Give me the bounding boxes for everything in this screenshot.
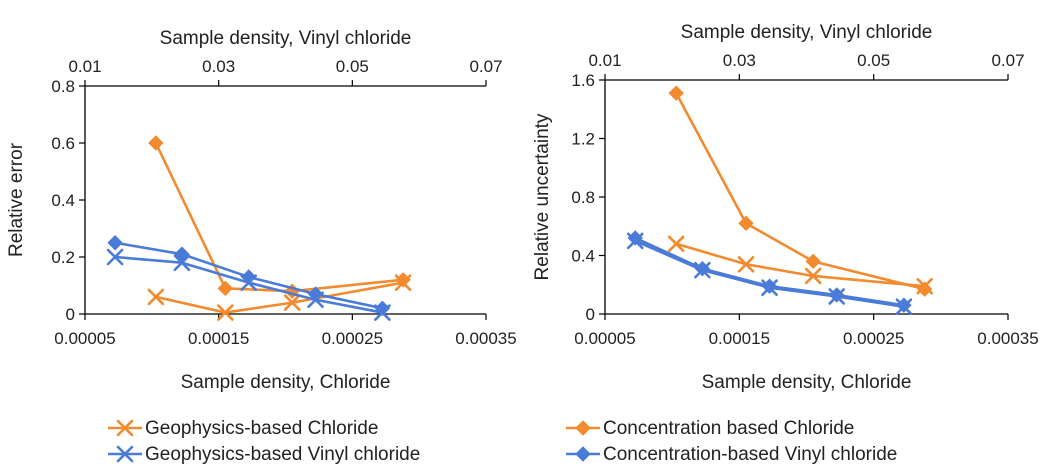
x-tick-label: 0.00015 [709, 329, 770, 348]
data-point [761, 278, 778, 294]
data-point [738, 215, 754, 232]
legend-label: Geophysics-based Chloride [145, 418, 378, 439]
legend-item: Concentration based Chloride [566, 418, 854, 439]
y-tick-label: 0 [66, 305, 75, 324]
top-x-tick-label: 0.05 [857, 51, 890, 70]
top-x-tick-label: 0.03 [202, 57, 235, 76]
y-axis-title: Relative uncertainty [532, 113, 553, 280]
x-axis-title: Sample density, Chloride [702, 372, 912, 393]
x-tick-label: 0.00005 [574, 329, 635, 348]
y-axis-title: Relative error [6, 142, 27, 257]
data-point [627, 230, 643, 246]
data-point [307, 286, 324, 302]
legend-swatch-marker [575, 446, 591, 462]
chart-relative-error: 0 0.2 0.4 0.6 0.8 0.00005 0.00015 0.00025 0.0003… [6, 28, 517, 393]
data-point [107, 235, 123, 251]
y-tick-label: 0.6 [51, 134, 75, 153]
series-concentration-based-chloride [668, 85, 933, 297]
x-tick-label: 0.00015 [188, 329, 249, 348]
legend-item: Concentration-based Vinyl chloride [566, 444, 897, 465]
legend-item: Geophysics-based Chloride [108, 418, 378, 439]
top-x-axis-title: Sample density, Vinyl chloride [681, 22, 933, 43]
y-tick-label: 0.2 [51, 248, 75, 267]
data-point [896, 297, 912, 313]
x-tick-label: 0.00005 [54, 329, 115, 348]
legend-item: Geophysics-based Vinyl chloride [108, 444, 420, 465]
y-tick-label: 0.4 [51, 191, 75, 210]
data-point [668, 85, 684, 101]
legend-label: Geophysics-based Vinyl chloride [145, 444, 420, 465]
data-point [173, 254, 191, 271]
y-tick-label: 0.4 [571, 247, 595, 266]
data-point [217, 304, 234, 321]
data-point [805, 253, 821, 270]
x-axis-title: Sample density, Chloride [181, 372, 391, 393]
top-x-tick-label: 0.01 [68, 57, 101, 76]
data-point [829, 287, 845, 303]
y-tick-label: 1.6 [571, 71, 595, 90]
data-point [283, 294, 301, 311]
series-line [675, 92, 926, 291]
data-point [737, 255, 755, 273]
data-point [667, 235, 685, 253]
top-x-tick-label: 0.01 [588, 51, 621, 70]
legend-swatch-marker [116, 419, 134, 437]
series-concentration-based-vinyl-chloride [107, 235, 391, 317]
y-tick-label: 0.8 [51, 77, 75, 96]
data-point [395, 272, 411, 288]
y-tick-label: 1.2 [571, 130, 595, 149]
data-point [106, 248, 124, 266]
legend-swatch-marker [116, 445, 134, 463]
data-point [174, 246, 190, 262]
series-line [155, 281, 404, 314]
top-x-tick-label: 0.05 [336, 57, 369, 76]
series-concentration-based-chloride [148, 135, 411, 299]
y-tick-label: 0 [586, 305, 595, 324]
x-tick-label: 0.00035 [455, 329, 516, 348]
series-line [154, 142, 404, 293]
x-tick-label: 0.00025 [322, 329, 383, 348]
legend-swatch-marker [575, 420, 591, 436]
top-x-tick-label: 0.07 [991, 51, 1024, 70]
data-point [147, 288, 165, 306]
series-concentration-based-vinyl-chloride [627, 230, 912, 313]
series-geophysics-based-vinyl-chloride [626, 232, 913, 315]
top-x-axis-title: Sample density, Vinyl chloride [160, 28, 412, 49]
data-point [804, 267, 822, 285]
legend: Geophysics-based Chloride Concentration b… [108, 418, 897, 465]
top-x-tick-label: 0.03 [723, 51, 756, 70]
legend-label: Concentration based Chloride [603, 418, 854, 439]
y-tick-label: 0.8 [571, 188, 595, 207]
data-point [148, 135, 164, 151]
series-line [634, 236, 905, 307]
legend-label: Concentration-based Vinyl chloride [603, 444, 897, 465]
top-x-tick-label: 0.07 [469, 57, 502, 76]
data-point [917, 281, 933, 297]
data-point [241, 269, 257, 285]
series-line [675, 242, 925, 288]
x-tick-label: 0.00035 [977, 329, 1038, 348]
chart-relative-uncertainty: 0 0.4 0.8 1.2 1.6 0.00005 0.00015 0.00025 0.0003… [532, 22, 1039, 393]
data-point [694, 260, 711, 277]
x-tick-label: 0.00025 [843, 329, 904, 348]
data-point [217, 280, 234, 297]
data-point [374, 300, 391, 317]
